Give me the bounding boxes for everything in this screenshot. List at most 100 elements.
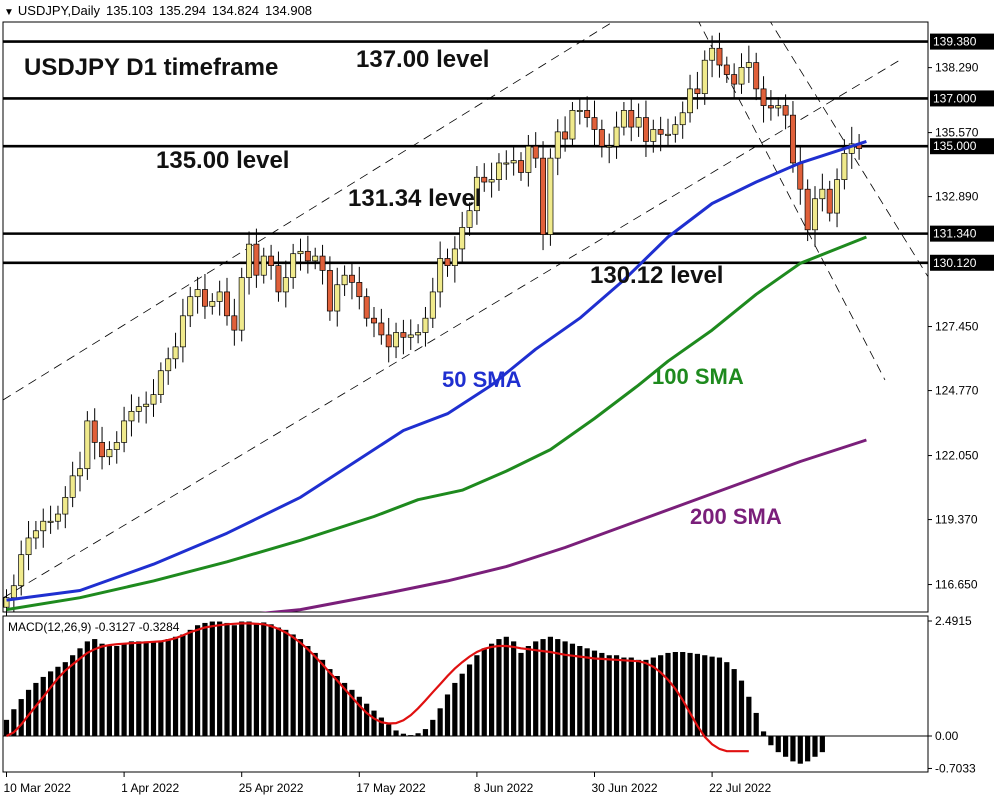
candle-body [304, 250, 311, 262]
macd-histogram-bar [297, 639, 304, 736]
macd-histogram-bar [760, 731, 767, 736]
candle-body [113, 442, 120, 450]
label-100-sma: 100 SMA [652, 364, 744, 389]
macd-histogram-bar [84, 641, 90, 736]
label-200-sma: 200 SMA [690, 504, 782, 529]
macd-histogram-bar [731, 669, 737, 736]
candle-body [760, 88, 767, 106]
macd-histogram-bar [268, 624, 274, 736]
candle-body [694, 88, 701, 95]
candle-body [415, 332, 422, 336]
macd-histogram-bar [613, 655, 620, 736]
macd-histogram-bar [415, 733, 421, 736]
time-axis-label: 25 Apr 2022 [239, 781, 304, 795]
sma-line-100-sma [6, 235, 867, 612]
candle-body [187, 296, 194, 317]
candle-body [635, 117, 642, 128]
candle-body [135, 406, 142, 412]
channel-lower-trendline [3, 59, 901, 599]
macd-histogram-bar [342, 682, 348, 736]
macd-panel-frame [2, 615, 929, 773]
candle-body [488, 179, 495, 183]
macd-histogram-bar [422, 729, 429, 736]
price-level-marker [930, 254, 994, 271]
candle-body [797, 162, 804, 190]
candle-body [326, 270, 333, 312]
candle-body [709, 47, 716, 61]
macd-histogram-bar [165, 639, 171, 736]
macd-histogram-bar [547, 636, 553, 736]
macd-histogram-bar [70, 655, 76, 736]
price-level-marker-label: 139.380 [933, 35, 977, 49]
candle-body [69, 475, 76, 498]
candle-body [642, 117, 649, 142]
macd-histogram-bar [753, 712, 759, 736]
macd-histogram-bar [481, 648, 487, 736]
candle-body [444, 258, 451, 266]
time-axis-label: 1 Apr 2022 [121, 781, 179, 795]
price-level-marker-label: 135.000 [933, 139, 977, 153]
candle-body [150, 394, 157, 405]
candle-body [812, 198, 818, 231]
macd-histogram-bar [150, 641, 157, 736]
candle-body [253, 243, 260, 276]
candle-body [231, 315, 238, 331]
falling-wedge-inner-trendline [770, 22, 928, 278]
candle-body [194, 289, 201, 298]
candle-body [657, 129, 664, 135]
macd-histogram-bar [658, 655, 664, 736]
candle-body [584, 110, 591, 118]
candle-body [540, 157, 547, 235]
candle-body [84, 420, 91, 470]
candle-body [297, 250, 304, 255]
candle-body [246, 243, 252, 278]
macd-histogram-bar [217, 621, 223, 736]
macd-histogram-bar [525, 646, 531, 736]
candle-body [18, 554, 25, 587]
macd-histogram-bar [290, 634, 296, 736]
dropdown-triangle-icon[interactable]: ▼ [4, 7, 14, 18]
candle-body [356, 282, 363, 298]
candle-body [77, 468, 83, 477]
candle-body [782, 105, 789, 116]
candle-body [466, 210, 473, 228]
macd-histogram-bar [231, 625, 237, 736]
candle-body [437, 258, 444, 293]
candle-body [312, 255, 319, 262]
macd-histogram-bar [437, 708, 443, 736]
macd-histogram-bar [18, 699, 24, 736]
candle-body [54, 513, 61, 522]
header-open: 135.103 [106, 3, 154, 18]
candle-body [143, 403, 150, 407]
candle-body [238, 277, 245, 331]
candle-body [260, 255, 267, 276]
candle-body [672, 124, 679, 135]
macd-histogram-bar [253, 622, 259, 736]
macd-histogram-bar [790, 736, 796, 762]
macd-histogram-bar [121, 643, 127, 736]
macd-histogram-bar [11, 709, 17, 736]
macd-histogram-bar [349, 689, 355, 736]
candle-body [804, 188, 811, 231]
candle-body [106, 449, 113, 458]
price-axis-label: 138.290 [935, 61, 979, 75]
candle-body [481, 176, 488, 183]
candle-body [121, 420, 128, 443]
candle-body [275, 265, 282, 293]
chart-title-annotation: USDJPY D1 timeframe [24, 54, 279, 81]
macd-histogram-bar [400, 733, 406, 736]
macd-histogram-bar [643, 659, 649, 736]
macd-histogram-bar [746, 696, 752, 736]
candle-body [209, 301, 216, 307]
macd-histogram-bar [202, 622, 208, 736]
candle-body [628, 110, 635, 128]
candle-body [400, 332, 407, 338]
macd-histogram-bar [283, 629, 289, 736]
candle-body [503, 162, 510, 165]
candle-body [422, 317, 429, 333]
candle-body [363, 296, 370, 319]
candle-body [224, 291, 230, 317]
candle-body [128, 411, 135, 422]
candle-body [47, 520, 54, 523]
macd-histogram-bar [224, 622, 230, 736]
